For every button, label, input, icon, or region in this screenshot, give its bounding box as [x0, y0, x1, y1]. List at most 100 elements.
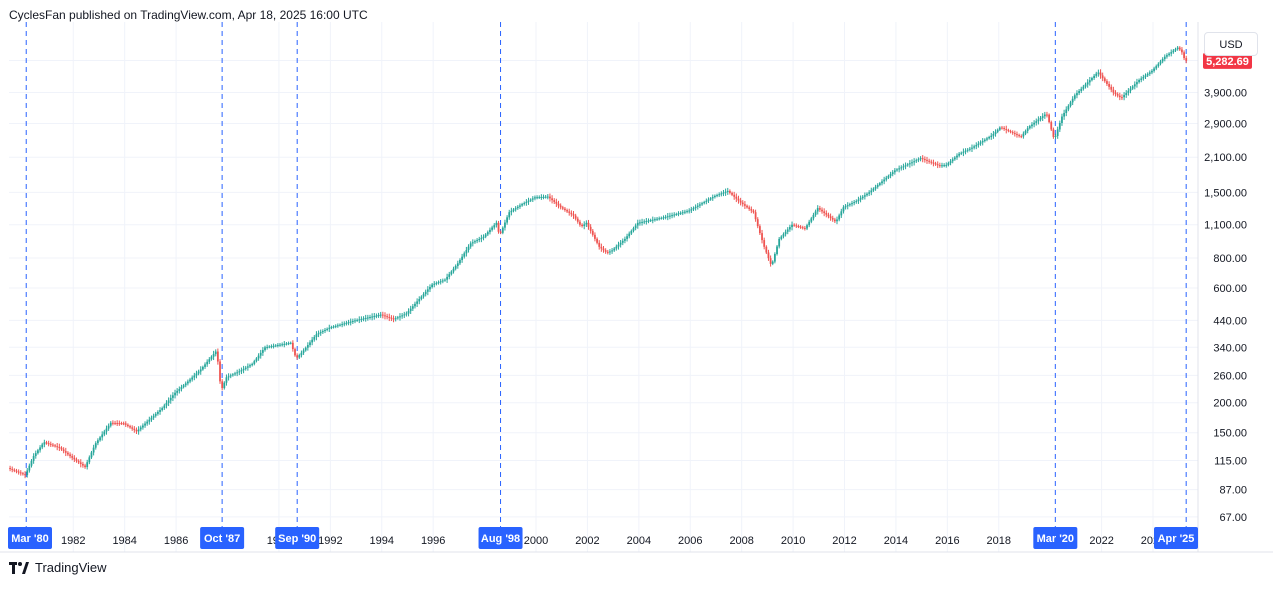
candle-body: [690, 209, 693, 211]
candle-body: [1185, 58, 1188, 61]
candle-body: [784, 231, 787, 235]
candle-body: [381, 314, 384, 316]
candle-body: [1101, 75, 1104, 79]
candle-body: [161, 408, 164, 411]
candle-body: [214, 351, 217, 355]
candle-body: [542, 196, 545, 198]
candle-body: [456, 263, 459, 267]
candle-body: [846, 205, 849, 207]
candle-body: [45, 442, 48, 444]
candle-body: [231, 374, 234, 376]
candle-body: [459, 259, 461, 264]
candle-body: [795, 225, 798, 227]
candle-body: [343, 323, 346, 325]
candle-body: [632, 228, 635, 231]
time-tick-label: 1992: [318, 535, 342, 547]
candle-body: [1065, 109, 1068, 113]
cycle-marker-lines: [25, 22, 1187, 552]
candle-body: [206, 361, 209, 365]
candle-body: [324, 329, 326, 332]
candle-body: [437, 282, 440, 284]
candle-body: [236, 372, 239, 374]
candle-body: [739, 200, 742, 203]
candle-body: [711, 197, 714, 199]
candle-body: [887, 175, 890, 178]
candle-body: [568, 211, 571, 213]
candle-body: [857, 199, 860, 202]
price-tick-label: 87.00: [1219, 485, 1247, 497]
candle-body: [360, 318, 363, 320]
footer-brand[interactable]: TradingView: [9, 560, 107, 575]
candle-body: [1161, 59, 1164, 62]
candle-body: [748, 207, 751, 209]
candle-body: [253, 361, 256, 364]
candle-body: [28, 465, 31, 471]
candle-body: [926, 159, 928, 161]
candle-body: [564, 208, 566, 211]
candle-body: [499, 231, 502, 233]
candle-body: [1011, 132, 1014, 134]
candlestick-series: [9, 45, 1188, 479]
candle-body: [943, 165, 946, 167]
candle-body: [489, 229, 491, 233]
candle-body: [30, 460, 33, 466]
candle-body: [416, 301, 419, 304]
candle-body: [671, 215, 673, 217]
candle-body: [1061, 116, 1063, 123]
candle-body: [86, 462, 89, 468]
candle-body: [527, 200, 530, 202]
candle-body: [741, 202, 744, 205]
candle-body: [191, 377, 194, 380]
price-tick-label: 150.00: [1213, 428, 1247, 440]
candle-body: [422, 294, 425, 297]
candle-body: [339, 324, 341, 326]
candle-body: [1168, 53, 1170, 56]
candle-body: [900, 167, 903, 169]
candle-body: [484, 234, 487, 237]
candle-body: [1080, 88, 1083, 91]
candle-body: [1071, 98, 1074, 103]
currency-button[interactable]: USD: [1204, 32, 1258, 56]
price-axis-labels[interactable]: 67.00 87.00 115.00 150.00 200.00 260.00 340.00…: [1204, 56, 1247, 524]
candle-body: [351, 320, 354, 322]
candle-body: [1016, 134, 1018, 136]
candle-body: [369, 317, 371, 319]
candle-body: [298, 355, 301, 358]
candle-body: [754, 212, 757, 220]
candle-body: [641, 221, 643, 223]
candle-body: [619, 242, 622, 245]
time-tick-label: 1982: [61, 535, 85, 547]
candle-body: [1142, 76, 1145, 79]
candle-body: [718, 194, 721, 196]
candle-body: [411, 306, 414, 309]
candle-body: [983, 139, 986, 142]
candle-body: [439, 281, 442, 283]
candle-body: [688, 210, 691, 212]
candle-body: [1052, 129, 1055, 137]
candle-body: [1003, 127, 1006, 129]
candle-body: [696, 205, 699, 207]
candle-body: [883, 179, 886, 182]
candle-body: [150, 417, 153, 420]
last-price-tag: 5,282.69: [1203, 52, 1252, 69]
candle-body: [853, 202, 856, 204]
candle-body: [1007, 130, 1010, 132]
candle-body: [306, 345, 309, 348]
candle-body: [799, 226, 802, 228]
candle-body: [934, 163, 937, 165]
candle-body: [461, 256, 464, 260]
candle-body: [454, 266, 457, 269]
candle-body: [546, 196, 549, 198]
candle-body: [326, 328, 329, 330]
candle-body: [756, 219, 759, 227]
candle-body: [598, 242, 601, 247]
candle-body: [876, 185, 879, 187]
candle-body: [818, 208, 821, 210]
candle-body: [199, 369, 202, 372]
candle-body: [154, 413, 157, 416]
candle-body: [990, 135, 993, 138]
candle-body: [679, 212, 682, 214]
candle-body: [806, 225, 808, 229]
